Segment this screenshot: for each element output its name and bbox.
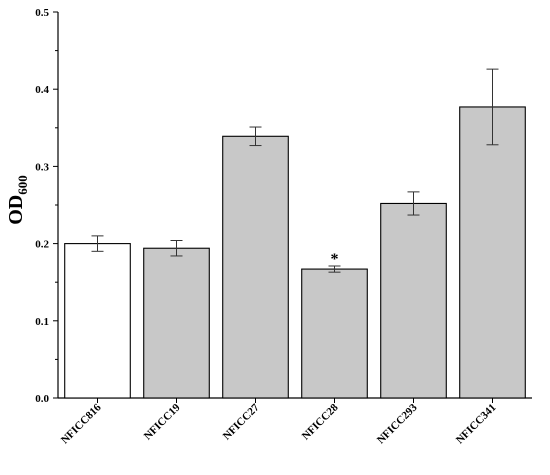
bar [222,135,289,399]
x-tick-label: NFICC293 [375,401,420,446]
x-tick-label: NFICC341 [454,402,499,447]
y-tick-label: 0.0 [35,393,49,405]
error-bars [91,68,499,273]
significance-annotation: * [331,251,339,268]
bar [64,243,131,399]
y-tick-label: 0.5 [35,7,49,19]
x-tick-label: NFICC19 [142,401,183,442]
y-tick-label: 0.2 [35,239,49,251]
y-axis [53,11,59,399]
x-tick-label: NFICC27 [221,401,262,442]
y-axis-label: OD600 [5,175,30,225]
bar [301,268,368,399]
y-tick-label: 0.3 [35,161,49,173]
bar [143,247,210,399]
x-tick-label: NFICC816 [59,401,104,446]
y-axis-label-main: OD [5,195,27,225]
bar [380,202,447,399]
bars [64,106,526,399]
x-tick-label: NFICC28 [300,401,341,442]
y-axis-label-subscript: 600 [15,175,30,195]
x-axis [58,397,532,403]
bar [459,106,526,399]
y-tick-label: 0.4 [35,84,49,96]
y-tick-label: 0.1 [35,316,49,328]
